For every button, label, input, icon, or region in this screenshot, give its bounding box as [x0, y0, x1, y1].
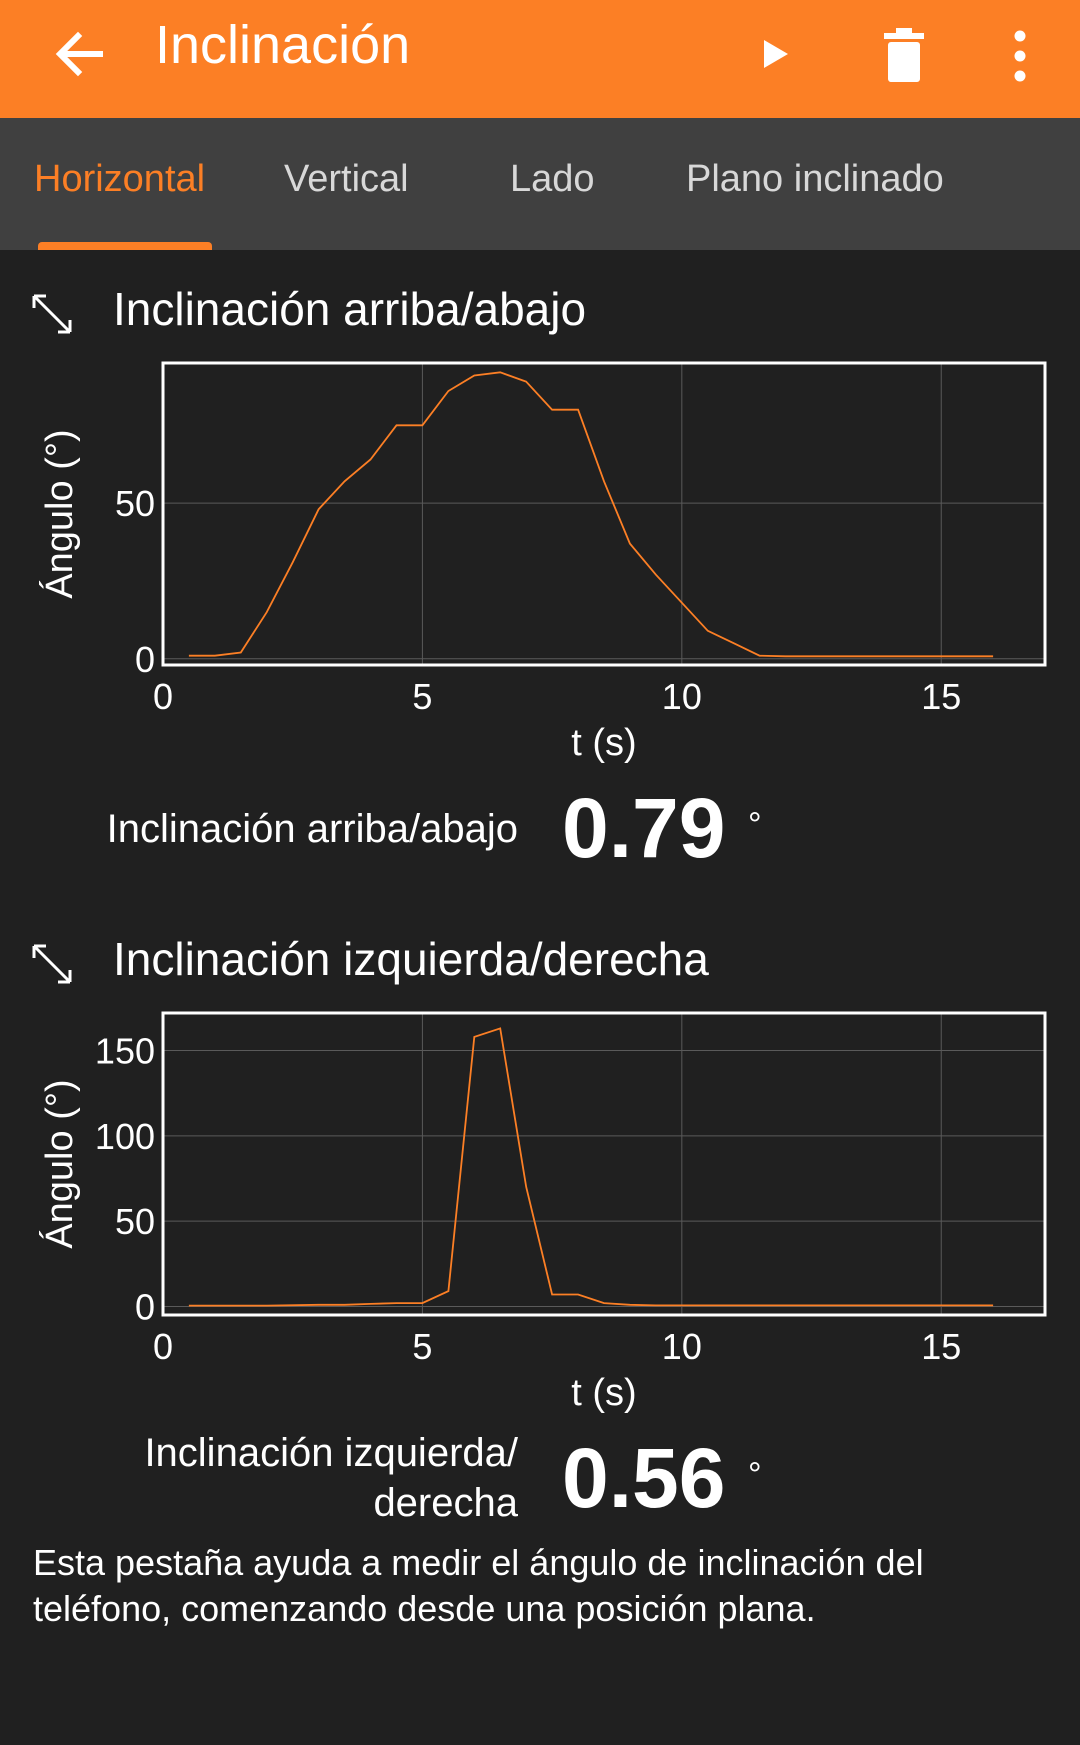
tab-lado[interactable]: Lado	[510, 158, 595, 200]
plot-frame	[161, 361, 1047, 667]
x-tick-label: 0	[153, 676, 173, 717]
x-tick-label: 15	[921, 1326, 961, 1367]
play-icon[interactable]	[752, 30, 800, 78]
expand-icon[interactable]	[30, 292, 74, 336]
y-tick-label: 0	[135, 1286, 155, 1327]
y-tick-label: 0	[135, 639, 155, 680]
readout-label-roll-line1: Inclinación izquierda/	[144, 1431, 518, 1475]
x-axis-label: t (s)	[571, 722, 636, 764]
more-vertical-icon[interactable]	[1000, 24, 1040, 88]
y-tick-label: 50	[115, 1201, 155, 1242]
description-text: Esta pestaña ayuda a medir el ángulo de …	[33, 1542, 924, 1629]
readout-label-roll-line2: derecha	[373, 1481, 518, 1525]
readout-unit-pitch: °	[748, 806, 762, 844]
series-line	[188, 371, 994, 658]
readout-unit-roll: °	[748, 1456, 762, 1494]
x-tick-label: 0	[153, 1326, 173, 1367]
plot-frame	[161, 1011, 1047, 1317]
x-tick-label: 5	[412, 1326, 432, 1367]
readout-value-pitch: 0.79	[562, 781, 726, 875]
expand-icon[interactable]	[30, 942, 74, 986]
tab-indicator	[38, 242, 212, 250]
x-tick-label: 15	[921, 676, 961, 717]
page-title: Inclinación	[155, 15, 411, 75]
y-tick-label: 100	[95, 1116, 155, 1157]
y-axis-label: Ángulo (°)	[38, 429, 81, 598]
y-tick-label: 50	[115, 483, 155, 524]
section-title-roll: Inclinación izquierda/derecha	[113, 933, 709, 985]
x-axis-label: t (s)	[571, 1372, 636, 1414]
tab-vertical[interactable]: Vertical	[284, 158, 409, 200]
y-axis-label: Ángulo (°)	[38, 1079, 81, 1248]
tab-plano-inclinado[interactable]: Plano inclinado	[686, 158, 944, 200]
tab-horizontal[interactable]: Horizontal	[34, 158, 206, 200]
section-title-pitch: Inclinación arriba/abajo	[113, 283, 587, 335]
readout-label-pitch: Inclinación arriba/abajo	[106, 807, 518, 851]
x-tick-label: 10	[662, 1326, 702, 1367]
chart-roll: 0 5 10 15 0 50 100 150 t (s) Ángulo (°)	[0, 1000, 1080, 1420]
x-tick-label: 10	[662, 676, 702, 717]
arrow-left-icon[interactable]	[48, 22, 112, 86]
trash-icon[interactable]	[880, 22, 928, 86]
tab-bar: Horizontal Vertical Lado Plano inclinado	[0, 118, 1080, 250]
series-line	[188, 1027, 994, 1307]
y-tick-label: 150	[95, 1031, 155, 1072]
app-bar: Inclinación	[0, 0, 1080, 118]
chart-pitch-svg: 0 5 10 15 0 50 t (s) Ángulo (°)	[38, 361, 1047, 764]
x-tick-label: 5	[412, 676, 432, 717]
readout-value-roll: 0.56	[562, 1431, 726, 1525]
chart-pitch: 0 5 10 15 0 50 t (s) Ángulo (°)	[0, 350, 1080, 770]
